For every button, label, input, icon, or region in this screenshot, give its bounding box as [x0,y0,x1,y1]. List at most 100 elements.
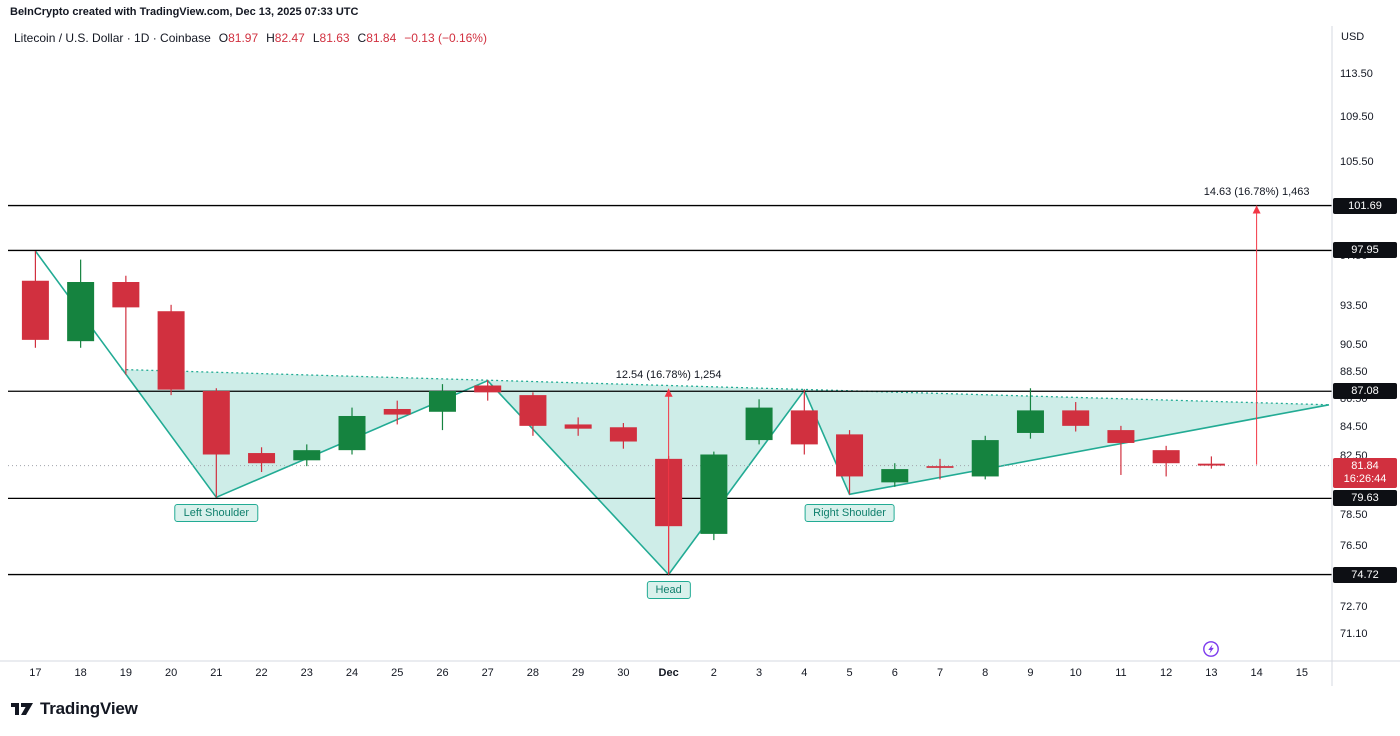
candle-body-28 [519,395,547,426]
candle-body-12 [1152,450,1180,464]
price-level-badge-74.72: 74.72 [1333,566,1397,583]
symbol-title[interactable]: Litecoin / U.S. Dollar · 1D · Coinbase [14,31,211,45]
candle-body-18 [67,282,95,342]
time-label-9: 9 [1027,667,1034,679]
lightning-event-icon[interactable] [1202,640,1220,658]
time-label-6: 6 [891,667,898,679]
time-label-13: 13 [1205,667,1218,679]
close-value: 81.84 [366,31,397,45]
candle-body-21 [202,390,230,455]
candle-body-5 [836,434,864,477]
candle-body-7 [926,466,954,468]
time-label-Dec: Dec [658,667,679,679]
candle-body-13 [1197,463,1225,466]
price-level-badge-101.69: 101.69 [1333,197,1397,214]
price-level-badge-79.63: 79.63 [1333,490,1397,507]
time-label-23: 23 [300,667,313,679]
price-level-badge-97.95: 97.95 [1333,242,1397,259]
ohlc-high: H 82.47 [266,31,305,45]
time-label-24: 24 [345,667,359,679]
time-label-14: 14 [1250,667,1263,679]
time-label-29: 29 [572,667,585,679]
ohlc-low: L 81.63 [313,31,350,45]
time-label-26: 26 [436,667,449,679]
time-label-10: 10 [1069,667,1082,679]
time-label-11: 11 [1115,667,1127,679]
candle-body-29 [564,424,592,429]
price-tick-93.50: 93.50 [1340,300,1368,313]
price-tick-105.50: 105.50 [1340,155,1374,168]
time-label-22: 22 [255,667,268,679]
candle-body-25 [383,408,411,415]
time-label-25: 25 [391,667,404,679]
time-label-3: 3 [756,667,763,679]
time-label-30: 30 [617,667,630,679]
candle-body-27 [474,385,502,393]
time-label-17: 17 [29,667,42,679]
candle-body-24 [338,415,366,451]
price-tick-88.50: 88.50 [1340,365,1368,378]
high-value: 82.47 [274,31,305,45]
candle-body-10 [1062,410,1090,426]
time-label-4: 4 [801,667,808,679]
time-label-15: 15 [1295,667,1308,679]
tradingview-logo-icon[interactable] [10,697,34,721]
candle-body-20 [157,311,185,390]
attribution-text: BeInCrypto created with TradingView.com,… [10,6,359,18]
price-tick-113.50: 113.50 [1340,68,1373,80]
pattern-upper-trendline [121,368,1330,406]
low-value: 81.63 [319,31,350,45]
low-label: L [312,31,320,45]
measurement-arrowhead-0 [664,388,673,397]
pattern-label-right-shoulder: Right Shoulder [804,504,895,523]
time-label-8: 8 [982,667,989,679]
time-label-7: 7 [936,667,944,679]
measurement-arrowhead-1 [1252,205,1261,214]
time-label-21: 21 [210,667,223,679]
close-label: C [357,31,367,45]
time-label-20: 20 [164,667,178,679]
ohlc-open: O 81.97 [219,31,258,45]
candle-body-26 [428,390,456,412]
time-label-12: 12 [1160,667,1173,679]
price-axis-unit-label: USD [1341,31,1365,43]
candle-body-9 [1016,410,1044,433]
price-level-badge-87.08: 87.08 [1333,383,1397,400]
tradingview-brand-text[interactable]: TradingView [40,699,138,718]
price-tick-109.50: 109.50 [1340,110,1374,123]
price-tick-84.50: 84.50 [1340,421,1368,434]
price-tick-72.70: 72.70 [1340,601,1368,614]
time-label-5: 5 [846,667,853,679]
candle-body-17 [21,280,49,340]
high-label: H [266,31,275,45]
pattern-label-left-shoulder: Left Shoulder [174,504,259,523]
candle-body-11 [1107,430,1135,443]
candle-body-8 [971,440,999,477]
candle-body-22 [248,453,276,464]
candle-body-4 [790,410,818,445]
symbol-legend: Litecoin / U.S. Dollar · 1D · Coinbase O… [14,31,487,45]
current-price-badge: 81.84 16:26:44 [1333,457,1397,488]
candle-body-3 [745,407,773,441]
candle-body-30 [609,427,637,442]
candle-body-19 [112,282,140,308]
candle-body-2 [700,454,728,534]
price-change: −0.13 (−0.16%) [404,31,487,45]
time-label-28: 28 [526,667,540,679]
pattern-label-head: Head [646,580,691,599]
footer-branding: TradingView [10,697,138,721]
price-tick-78.50: 78.50 [1340,509,1368,522]
price-tick-90.50: 90.50 [1340,339,1368,352]
current-price-value: 81.84 [1351,459,1379,472]
candle-body-23 [293,450,321,461]
time-label-19: 19 [119,667,132,679]
open-label: O [218,31,229,45]
current-price-countdown: 16:26:44 [1343,472,1387,485]
time-label-27: 27 [481,667,494,679]
time-label-2: 2 [710,667,717,679]
